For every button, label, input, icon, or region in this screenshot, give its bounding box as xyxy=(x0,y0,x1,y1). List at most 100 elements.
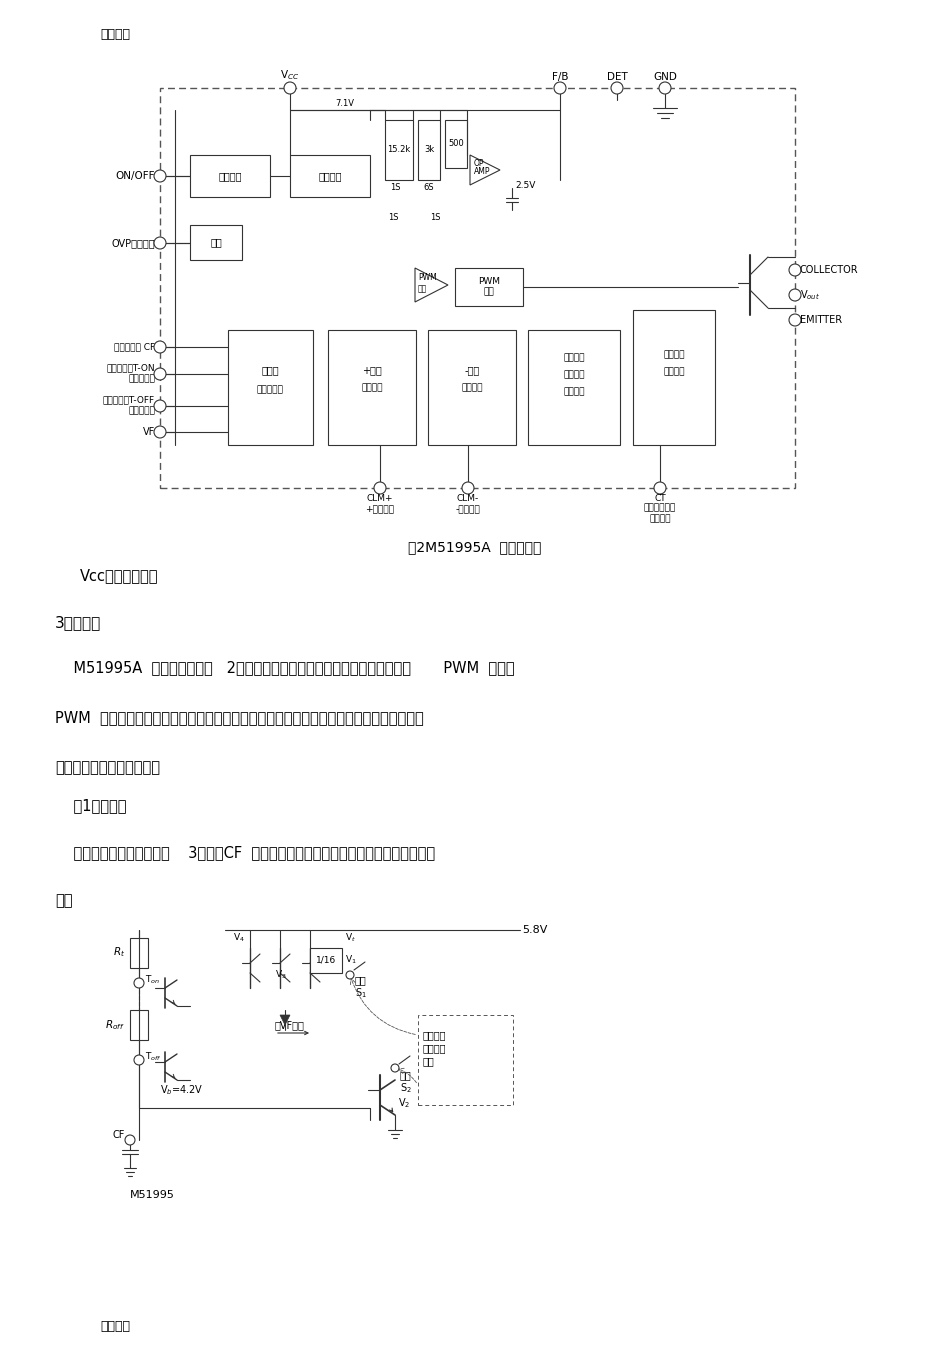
Text: T$_{on}$: T$_{on}$ xyxy=(145,974,161,986)
Circle shape xyxy=(789,264,801,276)
Circle shape xyxy=(462,482,474,494)
Text: 电压调整: 电压调整 xyxy=(318,171,342,182)
Text: 振荡电路的等效电路如图    3所示。CF  电压由于恒流源的充放电而呈三角波。在正常工: 振荡电路的等效电路如图 3所示。CF 电压由于恒流源的充放电而呈三角波。在正常工 xyxy=(55,845,435,859)
Bar xyxy=(528,330,620,445)
Text: +电流限制: +电流限制 xyxy=(366,504,394,514)
Polygon shape xyxy=(280,1015,290,1025)
Text: 1S: 1S xyxy=(429,213,440,222)
Circle shape xyxy=(554,82,566,94)
Bar xyxy=(290,155,370,196)
Text: 到VF信号: 到VF信号 xyxy=(275,1020,305,1030)
Circle shape xyxy=(789,313,801,325)
Text: GND: GND xyxy=(653,73,677,82)
Bar xyxy=(228,330,313,445)
Bar xyxy=(130,1010,148,1040)
Text: 断续方式工作: 断续方式工作 xyxy=(644,503,676,512)
Text: 图2M51995A  的原理框图: 图2M51995A 的原理框图 xyxy=(408,539,542,554)
Circle shape xyxy=(154,426,166,438)
Text: 500: 500 xyxy=(448,140,464,148)
Text: 3k: 3k xyxy=(424,145,434,155)
Text: M51995: M51995 xyxy=(130,1190,175,1200)
Text: 检测电容: 检测电容 xyxy=(649,514,671,523)
Text: T$_{off}$: T$_{off}$ xyxy=(145,1050,162,1064)
Bar xyxy=(160,87,795,488)
Text: CLM-: CLM- xyxy=(457,494,479,503)
Circle shape xyxy=(346,971,354,979)
Text: 1/16: 1/16 xyxy=(315,955,336,964)
Circle shape xyxy=(154,169,166,182)
Circle shape xyxy=(654,482,666,494)
Bar xyxy=(633,309,715,445)
Text: -电流: -电流 xyxy=(465,364,480,375)
Text: V$_2$: V$_2$ xyxy=(398,1096,410,1110)
Circle shape xyxy=(391,1064,399,1072)
Text: 锁存: 锁存 xyxy=(210,237,222,247)
Text: M51995A  的原理框图如图   2所示。它主要由振荡器、反馈电压检测变换、       PWM  比较、: M51995A 的原理框图如图 2所示。它主要由振荡器、反馈电压检测变换、 PW… xyxy=(55,660,515,675)
Circle shape xyxy=(284,82,296,94)
Circle shape xyxy=(154,369,166,381)
Text: S$_2$: S$_2$ xyxy=(400,1081,412,1095)
Bar xyxy=(385,120,413,180)
Text: 7.1V: 7.1V xyxy=(335,100,354,108)
Circle shape xyxy=(154,237,166,249)
Text: 振荡器: 振荡器 xyxy=(261,364,278,375)
Circle shape xyxy=(134,1054,144,1065)
Text: （上升期）: （上升期） xyxy=(128,374,155,383)
Text: EMITTER: EMITTER xyxy=(800,315,842,325)
Bar xyxy=(445,120,467,168)
Text: 1S: 1S xyxy=(390,183,400,192)
Text: 限制锁存: 限制锁存 xyxy=(361,383,383,393)
Text: -电流限制: -电流限制 xyxy=(456,504,481,514)
Text: PWM
锁存: PWM 锁存 xyxy=(478,277,500,297)
Bar xyxy=(190,225,242,260)
Text: V$_{out}$: V$_{out}$ xyxy=(800,288,820,301)
Text: VF: VF xyxy=(142,426,155,437)
Text: 5.8V: 5.8V xyxy=(522,925,547,935)
Text: PWM: PWM xyxy=(418,273,437,282)
Text: S$_1$: S$_1$ xyxy=(355,986,367,999)
Text: （下降期）: （下降期） xyxy=(128,406,155,416)
Text: （1）振荡器: （1）振荡器 xyxy=(55,798,126,812)
Bar xyxy=(328,330,416,445)
Text: 作时: 作时 xyxy=(55,893,72,908)
Text: V$_t$: V$_t$ xyxy=(345,932,356,944)
Text: V$_1$: V$_1$ xyxy=(345,954,357,966)
Text: 断续方式: 断续方式 xyxy=(663,351,685,359)
Bar xyxy=(310,948,342,972)
Text: CT: CT xyxy=(655,494,666,503)
Bar xyxy=(130,937,148,968)
Text: 内部基准电压等部分组成。: 内部基准电压等部分组成。 xyxy=(55,760,160,775)
Text: 断续方式: 断续方式 xyxy=(563,354,585,363)
Text: CLM+: CLM+ xyxy=(367,494,393,503)
Text: 控制电路: 控制电路 xyxy=(563,387,585,397)
Circle shape xyxy=(125,1135,135,1145)
Text: +电流: +电流 xyxy=(362,364,382,375)
Text: 欠压锁存: 欠压锁存 xyxy=(218,171,241,182)
Text: 精品文档: 精品文档 xyxy=(100,28,130,40)
Text: 比较: 比较 xyxy=(418,285,428,293)
Text: R$_{t}$: R$_{t}$ xyxy=(113,946,125,959)
Text: V$_4$: V$_4$ xyxy=(233,932,245,944)
Text: COLLECTOR: COLLECTOR xyxy=(800,265,859,274)
Text: F/B: F/B xyxy=(552,73,568,82)
Circle shape xyxy=(659,82,671,94)
Text: 和振荡器: 和振荡器 xyxy=(563,370,585,379)
Text: V$_b$=4.2V: V$_b$=4.2V xyxy=(160,1083,203,1098)
Circle shape xyxy=(154,399,166,412)
Text: 1S: 1S xyxy=(388,213,398,222)
Text: ON/OFF: ON/OFF xyxy=(116,171,155,182)
Bar xyxy=(418,120,440,180)
Text: V$_{CC}$: V$_{CC}$ xyxy=(280,69,299,82)
Text: 限制锁存: 限制锁存 xyxy=(462,383,483,393)
Text: 2.5V: 2.5V xyxy=(515,180,536,190)
Text: 工作电路: 工作电路 xyxy=(663,367,685,377)
Text: 放电: 放电 xyxy=(400,1071,411,1080)
Text: 开关: 开关 xyxy=(423,1056,435,1067)
Bar xyxy=(455,268,523,307)
Text: 3工作原理: 3工作原理 xyxy=(55,615,102,629)
Text: OP: OP xyxy=(474,159,484,168)
Text: 由充放电: 由充放电 xyxy=(423,1030,446,1040)
Bar xyxy=(418,1015,513,1106)
Text: 控制信号: 控制信号 xyxy=(423,1042,446,1053)
Text: V$_3$: V$_3$ xyxy=(275,968,287,982)
